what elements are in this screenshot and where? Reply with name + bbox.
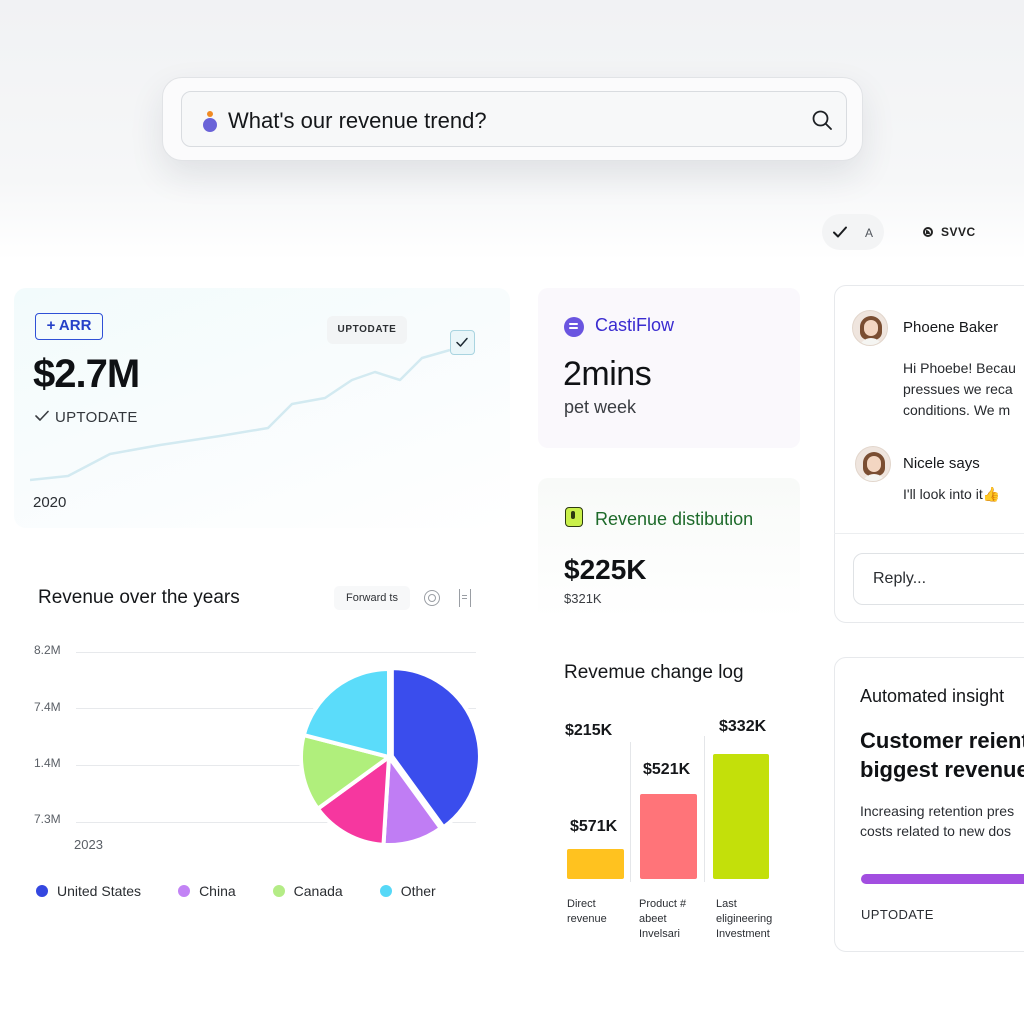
forward-button[interactable]: Forward ts (334, 586, 410, 610)
comment-author: Phoene Baker (903, 319, 999, 336)
pie-slice[interactable] (315, 755, 391, 847)
legend-swatch (379, 885, 392, 897)
bar-category: Direct revenue (567, 898, 607, 925)
comment-text: I'll look into it👍 (903, 486, 1001, 502)
change-log-bar[interactable] (567, 849, 624, 879)
gridline (76, 652, 476, 653)
revenue-distribution-name: Revenue distibution (595, 509, 754, 529)
search-icon[interactable] (810, 108, 834, 132)
legend-label: Canada (293, 883, 343, 899)
legend-swatch (36, 885, 48, 897)
arr-status-label: UPTODATE (55, 409, 138, 426)
insight-progress-bar (861, 874, 1024, 884)
search-input[interactable]: What's our revenue trend? (181, 91, 847, 147)
bar-value-label: $332K (719, 718, 767, 735)
arr-status-pill: UPTODATE (327, 316, 407, 344)
gridline (76, 822, 476, 823)
comment-text: Hi Phoebe! Becau pressues we reca condit… (903, 360, 1016, 418)
check-icon (35, 410, 49, 421)
approve-chip[interactable]: A (822, 214, 884, 250)
arr-status: UPTODATE (35, 409, 138, 426)
insight-kicker: Automated insight (860, 686, 1005, 706)
arr-checkbox[interactable] (450, 330, 475, 355)
revenue-distribution-sub: $321K (564, 591, 602, 606)
pie-legend: United States China Canada Other (36, 883, 473, 899)
x-tick-label: 2023 (74, 837, 103, 852)
reply-input[interactable]: Reply... (853, 553, 1024, 605)
change-log-title: Revemue change log (564, 662, 744, 683)
change-log-bar[interactable] (640, 794, 697, 879)
y-tick-label: 7.3M (34, 812, 61, 826)
legend-label: China (199, 883, 236, 899)
arr-year: 2020 (33, 494, 67, 511)
castiflow-value: 2mins (563, 355, 652, 393)
legend-swatch (272, 885, 285, 897)
legend-label: Other (400, 883, 436, 899)
bar-category: Product # abeet Invelsari (639, 898, 687, 940)
castiflow-card[interactable] (538, 288, 800, 448)
legend-swatch (178, 885, 191, 897)
search-panel: What's our revenue trend? (162, 77, 863, 161)
filter-icon[interactable] (459, 589, 471, 607)
legend-item[interactable]: Canada (272, 883, 343, 899)
reply-placeholder: Reply... (873, 570, 927, 587)
assistant-dot-icon (203, 111, 217, 133)
change-log-top-label: $215K (565, 722, 613, 739)
insight-card[interactable] (834, 657, 1024, 952)
arr-badge[interactable]: + ARR (35, 313, 103, 340)
bar-axis (704, 736, 705, 882)
castiflow-logo-icon (564, 317, 584, 337)
gridline (76, 708, 476, 709)
approve-chip-label: A (865, 226, 874, 240)
check-icon (833, 226, 847, 238)
arr-value: $2.7M (33, 352, 140, 396)
castiflow-name: CastiFlow (595, 315, 675, 335)
revenue-distribution-value: $225K (564, 554, 647, 585)
avatar[interactable] (852, 310, 888, 346)
legend-item[interactable]: China (178, 883, 236, 899)
y-tick-label: 1.4M (34, 756, 61, 770)
bar-value-label: $571K (570, 818, 618, 835)
insight-body: Increasing retention pres costs related … (860, 803, 1015, 839)
distribution-icon (565, 507, 583, 527)
bar-axis (630, 742, 631, 882)
castiflow-sub: pet week (564, 397, 637, 417)
pie-slice[interactable] (389, 666, 482, 830)
divider (834, 533, 1024, 534)
legend-label: United States (57, 883, 142, 899)
arr-trend-line (30, 348, 451, 482)
pie-mini-icon (923, 227, 933, 237)
revenue-distribution-card[interactable] (538, 478, 800, 620)
svvc-chip[interactable]: SVVC (916, 220, 986, 244)
arr-card (14, 288, 510, 528)
avatar[interactable] (855, 446, 891, 482)
bar-value-label: $521K (643, 761, 691, 778)
legend-item[interactable]: Other (379, 883, 436, 899)
change-log-bar[interactable] (713, 754, 769, 879)
bar-category: Last eligineering Investment (716, 898, 773, 940)
insight-headline: Customer reient biggest revenue (860, 728, 1024, 782)
comment-author: Nicele says (903, 455, 980, 472)
pie-slice[interactable] (301, 667, 391, 759)
revenue-years-title: Revenue over the years (38, 587, 240, 608)
insight-status: UPTODATE (861, 907, 934, 922)
y-tick-label: 7.4M (34, 700, 61, 714)
check-icon (456, 337, 468, 347)
legend-item[interactable]: United States (36, 883, 141, 899)
gridline (76, 765, 476, 766)
y-tick-label: 8.2M (34, 643, 61, 657)
settings-icon[interactable] (424, 590, 440, 606)
pie-slice[interactable] (299, 733, 391, 811)
svvc-chip-label: SVVC (941, 225, 976, 239)
revenue-pie-chart[interactable] (296, 664, 482, 850)
search-query[interactable]: What's our revenue trend? (228, 108, 487, 133)
